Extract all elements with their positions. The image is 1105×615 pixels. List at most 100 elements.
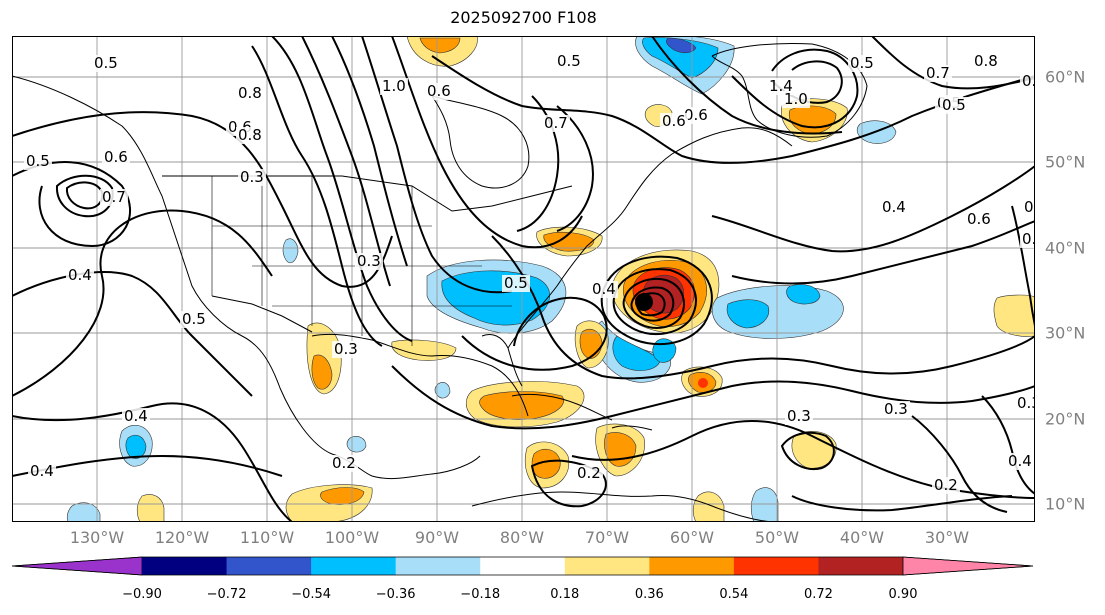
colorbar-outline — [11, 556, 1034, 576]
colorbar-tick-label: 0.18 — [550, 587, 580, 602]
contour-15 — [12, 271, 253, 397]
contour-6 — [251, 45, 383, 347]
brazil-negative — [750, 487, 779, 522]
contour-label: 0.5 — [942, 96, 966, 114]
colorbar-segment — [142, 557, 228, 575]
us-canada-border — [162, 175, 573, 212]
mexico-inner — [311, 354, 333, 390]
east-coast — [507, 127, 793, 349]
contour-label-bg — [236, 127, 264, 144]
colorbar-tick-label: 0.36 — [634, 587, 664, 602]
contour-28 — [791, 495, 1013, 512]
contour-label-bg — [542, 115, 570, 132]
gulf-coast — [311, 333, 529, 417]
contour-label-bg — [332, 341, 360, 358]
mid-atlantic-core — [698, 378, 708, 388]
us-mexico-border — [211, 295, 313, 333]
longitude-tick-label: 110°W — [239, 528, 295, 547]
storm-ring-4 — [630, 286, 675, 322]
south-america-coast — [471, 491, 773, 522]
map-panel[interactable]: 0.51.00.60.50.50.70.80.61.41.00.50.60.60… — [12, 36, 1035, 522]
contour-label-bg — [785, 408, 813, 425]
longitude-tick-label: 30°W — [924, 528, 970, 547]
storm-center-marker[interactable] — [635, 293, 653, 311]
contour-label-bg — [932, 477, 960, 494]
contour-label-bg — [972, 53, 1000, 70]
contour-label-bg — [882, 401, 910, 418]
contour-label-bg — [767, 78, 795, 95]
bahamas-inner — [579, 329, 603, 359]
colorbar-extend-min — [11, 556, 143, 576]
contour-label: 0.3 — [357, 252, 381, 270]
map-title: 2025092700 F108 — [450, 8, 597, 27]
contour-label: 0.5 — [850, 54, 874, 72]
colorbar-extend-max — [902, 556, 1034, 576]
contour-label: 0.6 — [967, 210, 991, 228]
storm-ring-3 — [622, 278, 685, 329]
eastpac-negative — [66, 502, 101, 522]
contour-25 — [651, 36, 843, 135]
contour-label-bg — [848, 55, 876, 72]
contour-label: 0.6 — [684, 106, 708, 124]
contour-label: 0.4 — [1022, 230, 1035, 248]
contour-label-bg — [965, 211, 993, 228]
storm-negative-inner — [612, 335, 661, 371]
coastlines — [12, 43, 868, 522]
contour-24 — [871, 36, 1035, 90]
longitude-tick-label: 80°W — [499, 528, 545, 547]
contour-16 — [12, 402, 293, 522]
longitude-tick-label: 90°W — [414, 528, 460, 547]
contour-label-bg — [682, 107, 710, 124]
contour-label-bg — [1022, 199, 1035, 216]
contour-12 — [431, 55, 1035, 164]
latitude-tick-label: 20°N — [1045, 409, 1086, 429]
contour-label: 0.3 — [240, 168, 264, 186]
storm-ring-2 — [612, 268, 697, 336]
hispaniola — [611, 425, 653, 431]
colorbar-segment — [480, 557, 566, 575]
contour-8 — [301, 36, 391, 287]
colorbar-segment — [818, 557, 904, 575]
contour-label: 0.5 — [26, 152, 50, 170]
graticule — [12, 36, 1035, 522]
contour-label: 0.5 — [504, 274, 528, 292]
contour-3 — [55, 174, 114, 218]
contour-label-bg — [380, 78, 408, 95]
contour-label: 0.6 — [1022, 72, 1035, 90]
latitude-tick-label: 30°N — [1045, 323, 1086, 343]
contour-label: 0.6 — [427, 82, 451, 100]
contour-label: 0.8 — [238, 126, 262, 144]
contour-2 — [12, 161, 132, 248]
north-america-coast — [12, 75, 481, 480]
contour-label: 0.5 — [94, 54, 118, 72]
contour-label-bg — [1015, 395, 1035, 412]
contour-label: 0.2 — [934, 476, 958, 494]
contour-22 — [731, 48, 859, 129]
colorbar-tick-label: 0.72 — [803, 587, 833, 602]
contour-33 — [1011, 205, 1035, 327]
contour-label: 0.7 — [102, 188, 126, 206]
storm-ring-1 — [600, 255, 713, 346]
gulf-negative-small — [434, 382, 451, 399]
baffin-negative-core — [666, 37, 697, 54]
contour-30 — [911, 415, 1008, 513]
latitude-tick-label: 60°N — [1045, 67, 1086, 87]
contour-label-bg — [92, 55, 120, 72]
contour-4 — [65, 181, 104, 210]
contour-27 — [556, 105, 594, 232]
atlantic-negative-inner — [726, 299, 770, 329]
contour-label: 0.7 — [544, 114, 568, 132]
contour-14 — [461, 296, 608, 371]
storm-contours — [600, 255, 713, 346]
contour-5 — [12, 111, 393, 288]
atlantic-negative-inner2 — [786, 284, 821, 305]
contour-label-bg — [924, 65, 952, 82]
colorbar-tick-label: −0.54 — [291, 587, 332, 602]
contour-label-bg — [660, 113, 688, 130]
colorbar-tick-label: −0.72 — [206, 587, 247, 602]
colorbar-segment — [226, 557, 312, 575]
contour-label: 0.6 — [662, 112, 686, 130]
contour-label-bg — [782, 91, 810, 108]
pacific-negative-inner — [125, 434, 147, 459]
contour-label: 0.4 — [592, 280, 616, 298]
